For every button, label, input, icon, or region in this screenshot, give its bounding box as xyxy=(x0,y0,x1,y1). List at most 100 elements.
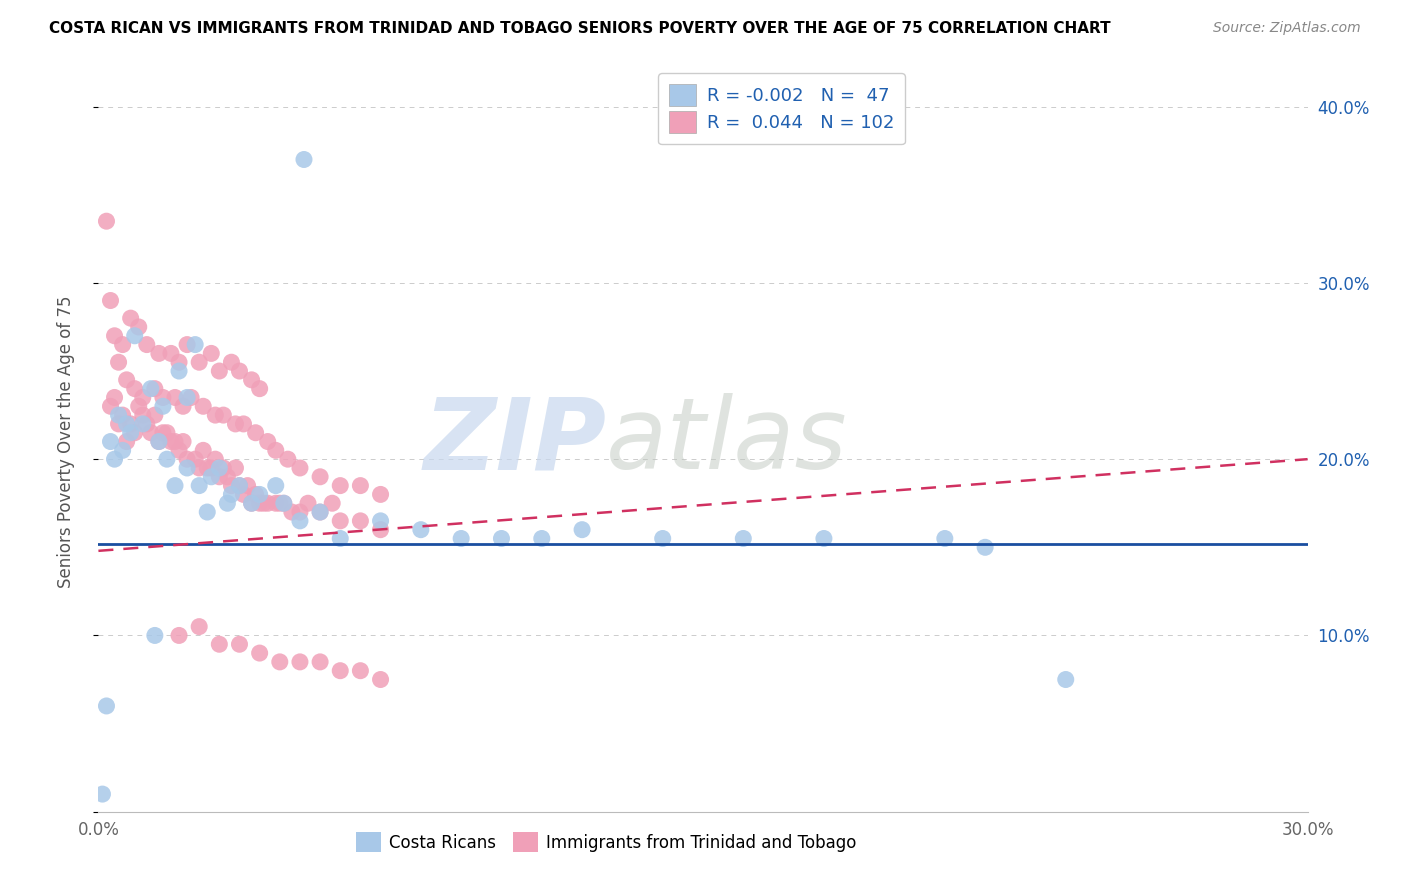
Point xyxy=(370,523,392,537)
Point xyxy=(143,628,166,642)
Y-axis label: Seniors Poverty Over the Age of 75: Seniors Poverty Over the Age of 75 xyxy=(56,295,75,588)
Point xyxy=(224,461,246,475)
Point xyxy=(188,478,211,492)
Point xyxy=(349,478,371,492)
Point xyxy=(224,417,246,431)
Point xyxy=(143,408,166,422)
Point xyxy=(329,532,352,546)
Point xyxy=(329,478,352,492)
Point xyxy=(240,496,263,510)
Point xyxy=(297,496,319,510)
Point xyxy=(269,496,291,510)
Point xyxy=(240,373,263,387)
Point xyxy=(292,153,315,167)
Point xyxy=(208,461,231,475)
Point xyxy=(115,417,138,431)
Point xyxy=(124,382,146,396)
Point xyxy=(491,532,513,546)
Point xyxy=(124,425,146,440)
Point xyxy=(148,434,170,449)
Point xyxy=(277,452,299,467)
Point xyxy=(204,408,226,422)
Point xyxy=(281,505,304,519)
Point xyxy=(120,425,142,440)
Point xyxy=(217,496,239,510)
Point xyxy=(132,391,155,405)
Point xyxy=(111,408,134,422)
Point xyxy=(370,514,392,528)
Point xyxy=(309,505,332,519)
Point xyxy=(249,496,271,510)
Point xyxy=(195,505,218,519)
Point xyxy=(167,443,190,458)
Point xyxy=(309,470,332,484)
Point xyxy=(269,655,291,669)
Point xyxy=(163,434,186,449)
Point xyxy=(329,664,352,678)
Point xyxy=(167,355,190,369)
Point xyxy=(193,399,215,413)
Point xyxy=(148,346,170,360)
Point xyxy=(152,391,174,405)
Point xyxy=(139,425,162,440)
Point xyxy=(167,364,190,378)
Point xyxy=(530,532,553,546)
Point xyxy=(200,461,222,475)
Point xyxy=(176,452,198,467)
Point xyxy=(450,532,472,546)
Point xyxy=(212,461,235,475)
Point xyxy=(156,425,179,440)
Point xyxy=(208,364,231,378)
Point xyxy=(188,619,211,633)
Point xyxy=(176,337,198,351)
Point xyxy=(163,391,186,405)
Point xyxy=(96,698,118,713)
Point xyxy=(172,434,194,449)
Point xyxy=(193,443,215,458)
Point xyxy=(111,443,134,458)
Point xyxy=(160,346,183,360)
Point xyxy=(288,505,311,519)
Point xyxy=(107,417,129,431)
Point xyxy=(180,391,202,405)
Point xyxy=(208,470,231,484)
Text: Source: ZipAtlas.com: Source: ZipAtlas.com xyxy=(1213,21,1361,35)
Point xyxy=(236,478,259,492)
Point xyxy=(128,399,150,413)
Point xyxy=(273,496,295,510)
Point xyxy=(163,478,186,492)
Point xyxy=(249,382,271,396)
Point xyxy=(200,470,222,484)
Point xyxy=(135,417,157,431)
Point xyxy=(228,478,250,492)
Point xyxy=(195,461,218,475)
Point xyxy=(288,514,311,528)
Point xyxy=(143,382,166,396)
Point xyxy=(288,461,311,475)
Point xyxy=(571,523,593,537)
Point xyxy=(349,664,371,678)
Point xyxy=(228,478,250,492)
Point xyxy=(409,523,432,537)
Point xyxy=(228,637,250,651)
Point xyxy=(264,478,287,492)
Text: COSTA RICAN VS IMMIGRANTS FROM TRINIDAD AND TOBAGO SENIORS POVERTY OVER THE AGE : COSTA RICAN VS IMMIGRANTS FROM TRINIDAD … xyxy=(49,21,1111,36)
Point xyxy=(256,434,278,449)
Point xyxy=(124,328,146,343)
Point xyxy=(733,532,755,546)
Point xyxy=(132,408,155,422)
Point xyxy=(100,399,122,413)
Point xyxy=(160,434,183,449)
Point xyxy=(200,346,222,360)
Point xyxy=(132,417,155,431)
Point xyxy=(100,293,122,308)
Point xyxy=(253,496,276,510)
Point xyxy=(91,787,114,801)
Point xyxy=(115,434,138,449)
Point xyxy=(188,355,211,369)
Point xyxy=(188,461,211,475)
Point xyxy=(208,637,231,651)
Point xyxy=(217,470,239,484)
Point xyxy=(370,487,392,501)
Point xyxy=(256,496,278,510)
